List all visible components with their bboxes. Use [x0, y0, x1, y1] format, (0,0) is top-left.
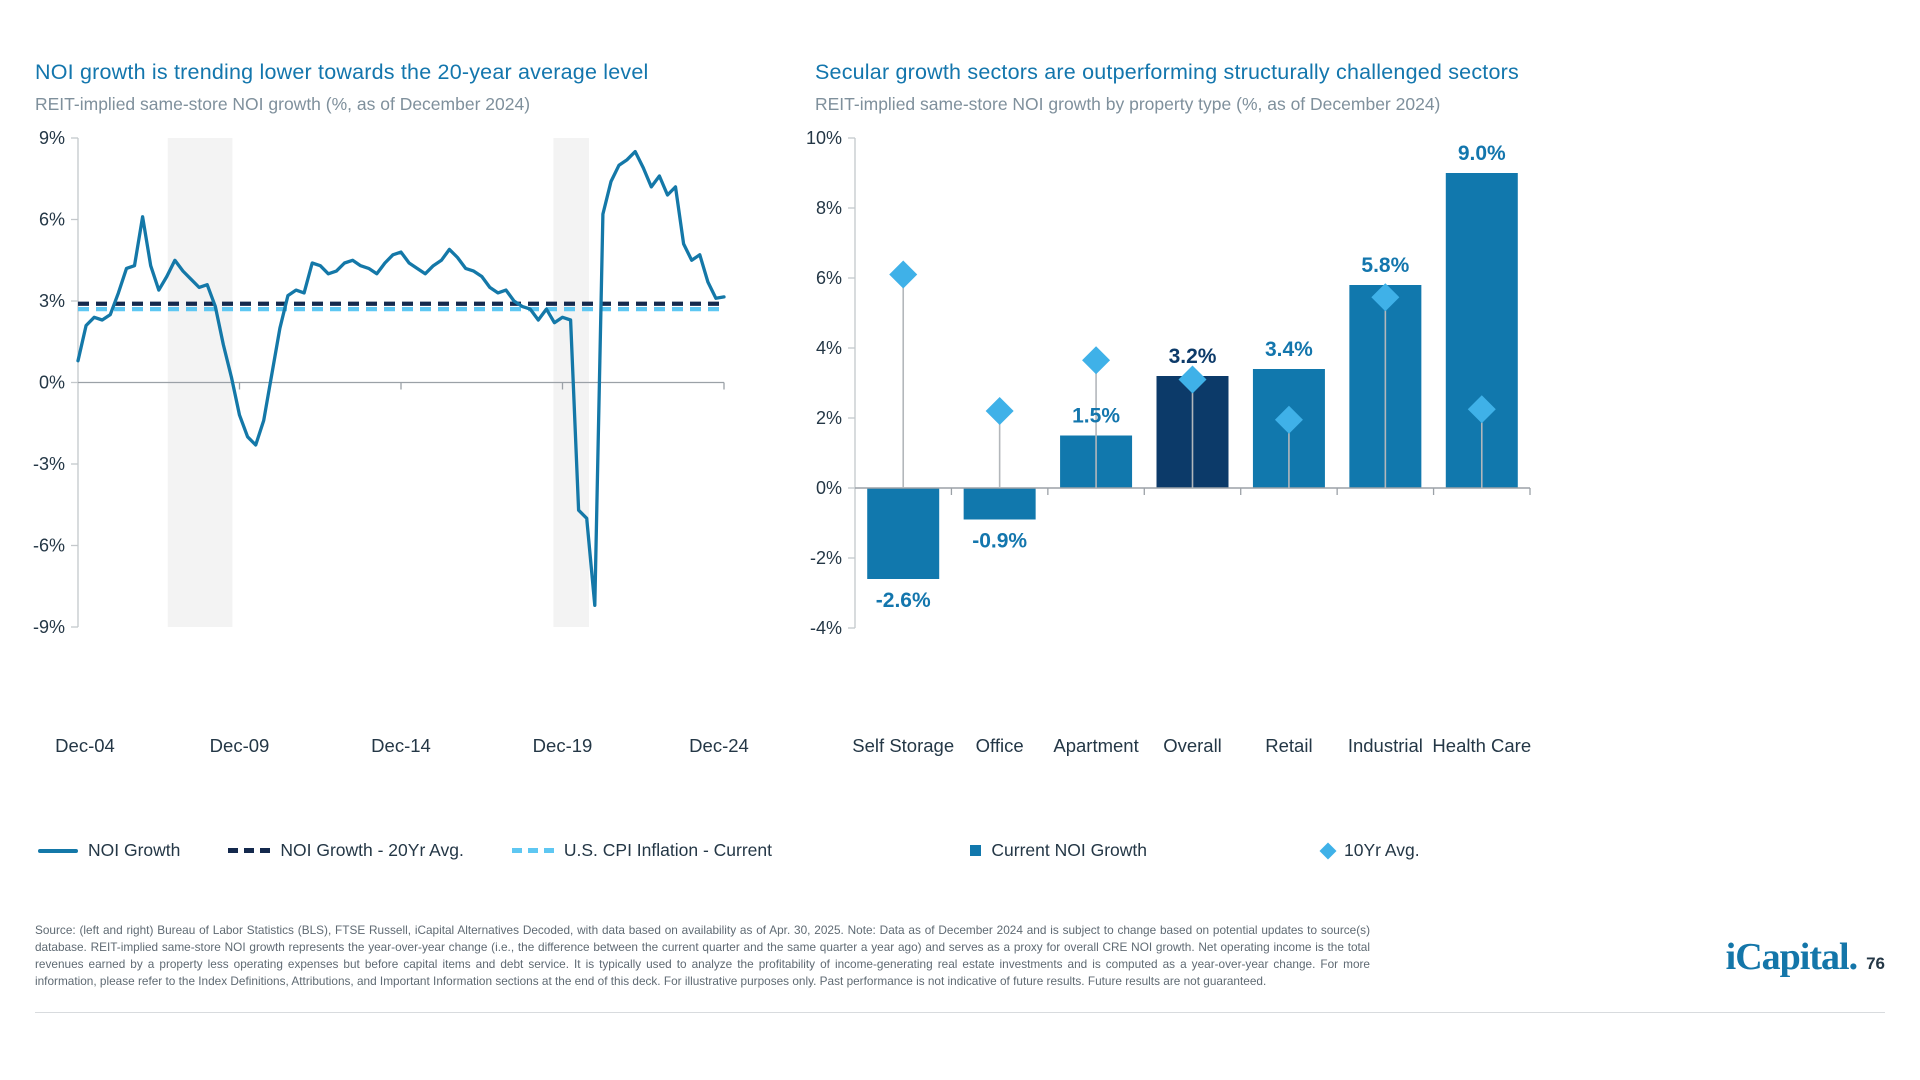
svg-text:9.0%: 9.0% [1458, 142, 1506, 165]
svg-text:-4%: -4% [810, 618, 842, 638]
svg-text:-2%: -2% [810, 548, 842, 568]
legend-item-current-noi-growth: Current NOI Growth [970, 840, 1147, 861]
svg-text:6%: 6% [39, 210, 65, 230]
legend-item-noi-20yr-avg: NOI Growth - 20Yr Avg. [228, 840, 464, 861]
solid-line-swatch-icon [37, 848, 78, 853]
svg-text:Dec-09: Dec-09 [210, 735, 270, 756]
legend-item-cpi-inflation: U.S. CPI Inflation - Current [511, 840, 773, 861]
svg-text:Dec-04: Dec-04 [55, 735, 115, 756]
square-marker-icon [970, 845, 982, 856]
svg-text:Apartment: Apartment [1053, 735, 1138, 756]
svg-text:0%: 0% [39, 373, 65, 393]
left-chart-title: NOI growth is trending lower towards the… [35, 60, 649, 84]
svg-text:3.4%: 3.4% [1265, 338, 1313, 361]
legend-label: Current NOI Growth [991, 840, 1148, 860]
legend-item-noi-growth: NOI Growth [37, 840, 181, 861]
icapital-logo: iCapital. [1725, 936, 1858, 978]
svg-text:Health Care: Health Care [1432, 735, 1531, 756]
legend-label: 10Yr Avg. [1344, 840, 1420, 860]
svg-text:-2.6%: -2.6% [876, 589, 931, 612]
svg-text:Industrial: Industrial [1348, 735, 1423, 756]
svg-text:-3%: -3% [33, 454, 65, 474]
legend-item-10yr-avg: 10Yr Avg. [1319, 840, 1420, 861]
svg-text:Overall: Overall [1163, 735, 1222, 756]
right-chart-legend: Current NOI Growth 10Yr Avg. [860, 840, 1530, 861]
svg-text:-9%: -9% [33, 617, 65, 637]
svg-text:-6%: -6% [33, 536, 65, 556]
right-chart-title: Secular growth sectors are outperforming… [815, 60, 1519, 84]
left-chart-legend: NOI Growth NOI Growth - 20Yr Avg. U.S. C… [37, 840, 773, 861]
legend-label: NOI Growth [87, 840, 181, 860]
legend-label: U.S. CPI Inflation - Current [563, 840, 773, 860]
dashed-line-swatch-icon [511, 848, 554, 853]
svg-text:9%: 9% [39, 128, 65, 148]
svg-text:Dec-24: Dec-24 [689, 735, 749, 756]
svg-text:6%: 6% [816, 268, 842, 288]
svg-text:2%: 2% [816, 408, 842, 428]
svg-text:3%: 3% [39, 291, 65, 311]
page-number: 76 [1866, 954, 1885, 973]
svg-text:1.5%: 1.5% [1072, 405, 1120, 428]
footer-divider [35, 1012, 1885, 1013]
right-chart-subtitle: REIT-implied same-store NOI growth by pr… [815, 94, 1441, 114]
svg-text:Retail: Retail [1265, 735, 1312, 756]
svg-text:4%: 4% [816, 338, 842, 358]
source-footnote: Source: (left and right) Bureau of Labor… [35, 923, 1370, 989]
svg-text:5.8%: 5.8% [1361, 254, 1409, 277]
left-chart-subtitle: REIT-implied same-store NOI growth (%, a… [35, 94, 531, 114]
svg-text:Dec-19: Dec-19 [533, 735, 593, 756]
svg-text:Office: Office [976, 735, 1024, 756]
svg-text:Self Storage: Self Storage [852, 735, 954, 756]
svg-text:0%: 0% [816, 478, 842, 498]
svg-text:8%: 8% [816, 198, 842, 218]
svg-text:-0.9%: -0.9% [972, 530, 1027, 553]
dashed-line-swatch-icon [228, 848, 271, 853]
svg-text:10%: 10% [806, 128, 842, 148]
brand-block: iCapital. 76 [1726, 935, 1885, 979]
svg-text:Dec-14: Dec-14 [371, 735, 431, 756]
legend-label: NOI Growth - 20Yr Avg. [280, 840, 464, 860]
svg-text:3.2%: 3.2% [1169, 345, 1217, 368]
diamond-marker-icon [1319, 842, 1337, 859]
